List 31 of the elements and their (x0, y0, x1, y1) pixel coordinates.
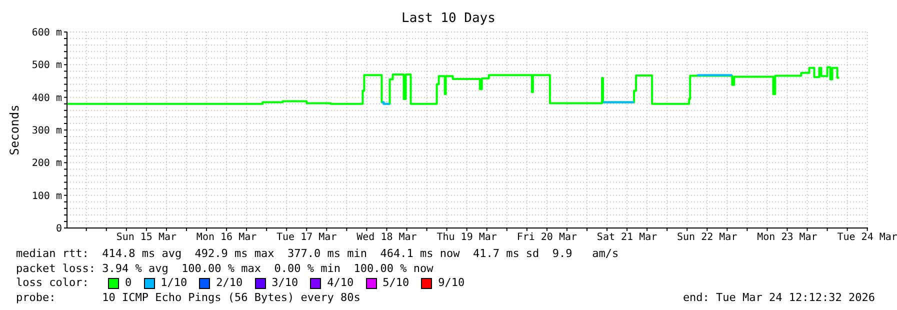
legend-label: 3/10 (270, 276, 298, 290)
legend-label: 9/10 (437, 276, 465, 290)
y-tick-label: 400 m (32, 92, 62, 104)
x-tick-label: Sun 15 Mar (116, 232, 177, 244)
text: median rtt: 414.8 ms avg 492.9 ms max 377.0 ms min 464.1 ms now 41.7 ms sd 9.9 am/s (16, 247, 620, 262)
text: probe: 10 ICMP Echo Pings (56 Bytes) every 80s (16, 290, 360, 305)
legend-label: 2/10 (215, 276, 243, 290)
legend-label: 4/10 (326, 276, 354, 290)
x-tick-label: Thu 19 Mar (436, 232, 497, 244)
x-tick-label: Tue 24 Mar (837, 232, 897, 244)
y-tick-label: 500 m (32, 60, 62, 72)
y-tick-label: 600 m (32, 28, 62, 39)
y-tick-label: 100 m (32, 190, 62, 202)
y-tick-label: 200 m (32, 158, 62, 170)
x-tick-label: Sun 22 Mar (677, 232, 738, 244)
x-tick-label: Sat 21 Mar (596, 232, 658, 244)
y-tick-label: 0 (56, 224, 62, 235)
x-tick-label: Mon 23 Mar (757, 232, 818, 244)
legend-label: 1/10 (160, 276, 188, 290)
x-tick-label: Wed 18 Mar (356, 232, 417, 244)
x-tick-label: Mon 16 Mar (196, 232, 257, 244)
legend-title: loss color: (16, 276, 90, 290)
text: end: Tue Mar 24 12:12:32 2026 (682, 290, 875, 305)
y-axis-title: Seconds (7, 104, 22, 156)
x-tick-label: Tue 17 Mar (276, 232, 337, 244)
x-tick-label: Fri 20 Mar (516, 232, 578, 244)
text: packet loss: 3.94 % avg 100.00 % max 0.00 % min 100.00 % now (16, 262, 434, 276)
chart-title: Last 10 Days (400, 11, 496, 26)
y-tick-label: 300 m (32, 126, 62, 137)
legend-label: 5/10 (382, 276, 410, 290)
legend-label: 0 (124, 276, 132, 290)
